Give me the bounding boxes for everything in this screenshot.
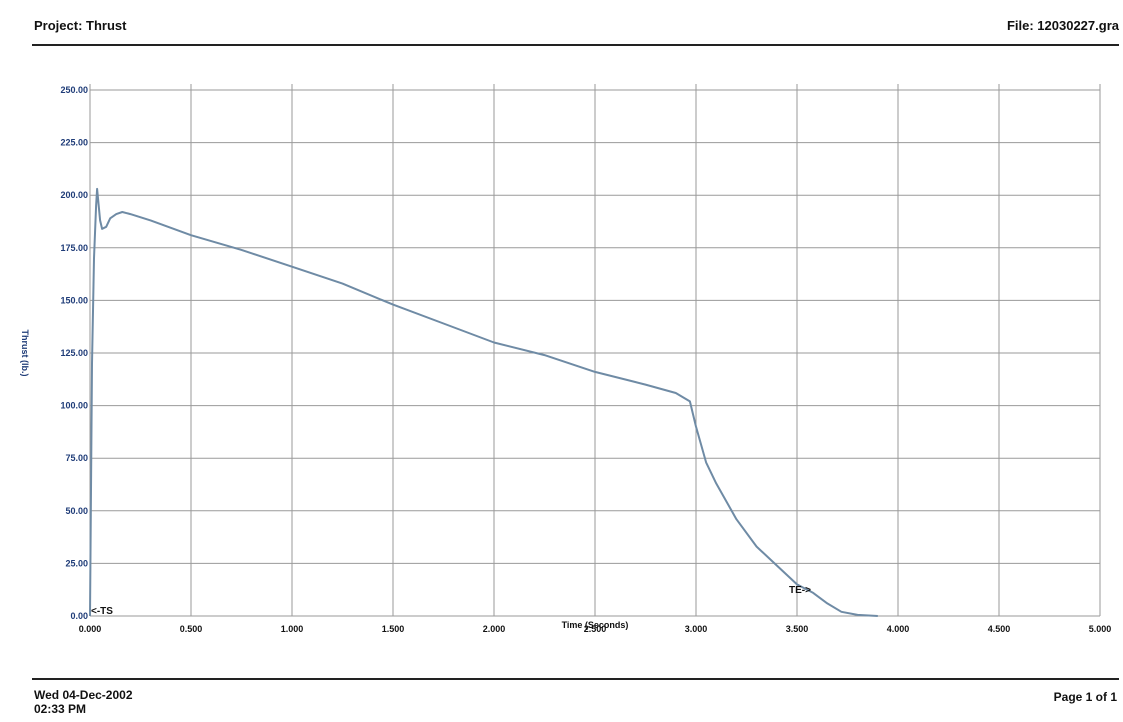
x-tick-label: 2.500 xyxy=(584,624,607,634)
x-tick-label: 0.500 xyxy=(180,624,203,634)
footer-date: Wed 04-Dec-2002 xyxy=(34,688,133,702)
x-axis-ticks: 0.000 0.500 1.000 1.500 2.000 2.500 3.000 3.500… xyxy=(79,624,1112,634)
x-tick-label: 1.000 xyxy=(281,624,304,634)
page-number: Page 1 of 1 xyxy=(1053,690,1117,704)
y-tick-label: 150.00 xyxy=(60,295,88,305)
series-layer xyxy=(89,187,878,617)
x-tick-label: 4.000 xyxy=(887,624,910,634)
y-tick-label: 225.00 xyxy=(60,138,88,148)
annotation-layer: <-TS TE-> xyxy=(91,585,811,617)
y-tick-label: 125.00 xyxy=(60,348,88,358)
footer-divider xyxy=(32,678,1119,680)
y-tick-label: 250.00 xyxy=(60,85,88,95)
x-tick-label: 2.000 xyxy=(483,624,506,634)
x-tick-label: 3.500 xyxy=(786,624,809,634)
y-tick-label: 100.00 xyxy=(60,401,88,411)
project-title: Project: Thrust xyxy=(34,18,127,33)
footer-time: 02:33 PM xyxy=(34,702,87,716)
footer-timestamp: Wed 04-Dec-2002 02:33 PM xyxy=(34,688,133,716)
x-tick-label: 0.000 xyxy=(79,624,102,634)
series-line-thrust xyxy=(89,187,878,617)
header-divider xyxy=(32,44,1119,46)
x-tick-label: 3.000 xyxy=(685,624,708,634)
y-axis-label: Thrust (lb.) xyxy=(20,330,30,377)
x-tick-label: 5.000 xyxy=(1089,624,1112,634)
y-tick-label: 75.00 xyxy=(65,453,88,463)
annotation-te: TE-> xyxy=(789,585,811,596)
y-tick-label: 0.00 xyxy=(70,611,88,621)
x-tick-label: 1.500 xyxy=(382,624,405,634)
y-tick-label: 175.00 xyxy=(60,243,88,253)
x-tick-label: 4.500 xyxy=(988,624,1011,634)
file-name: File: 12030227.gra xyxy=(1006,18,1119,33)
x-axis-label: Time (Seconds) xyxy=(562,620,629,630)
y-tick-label: 25.00 xyxy=(65,558,88,568)
y-tick-label: 200.00 xyxy=(60,190,88,200)
grid xyxy=(89,84,1101,617)
annotation-ts: <-TS xyxy=(91,606,113,617)
y-axis-ticks: 0.00 25.00 50.00 75.00 100.00 125.00 150.00 175… xyxy=(60,85,88,621)
y-tick-label: 50.00 xyxy=(65,506,88,516)
